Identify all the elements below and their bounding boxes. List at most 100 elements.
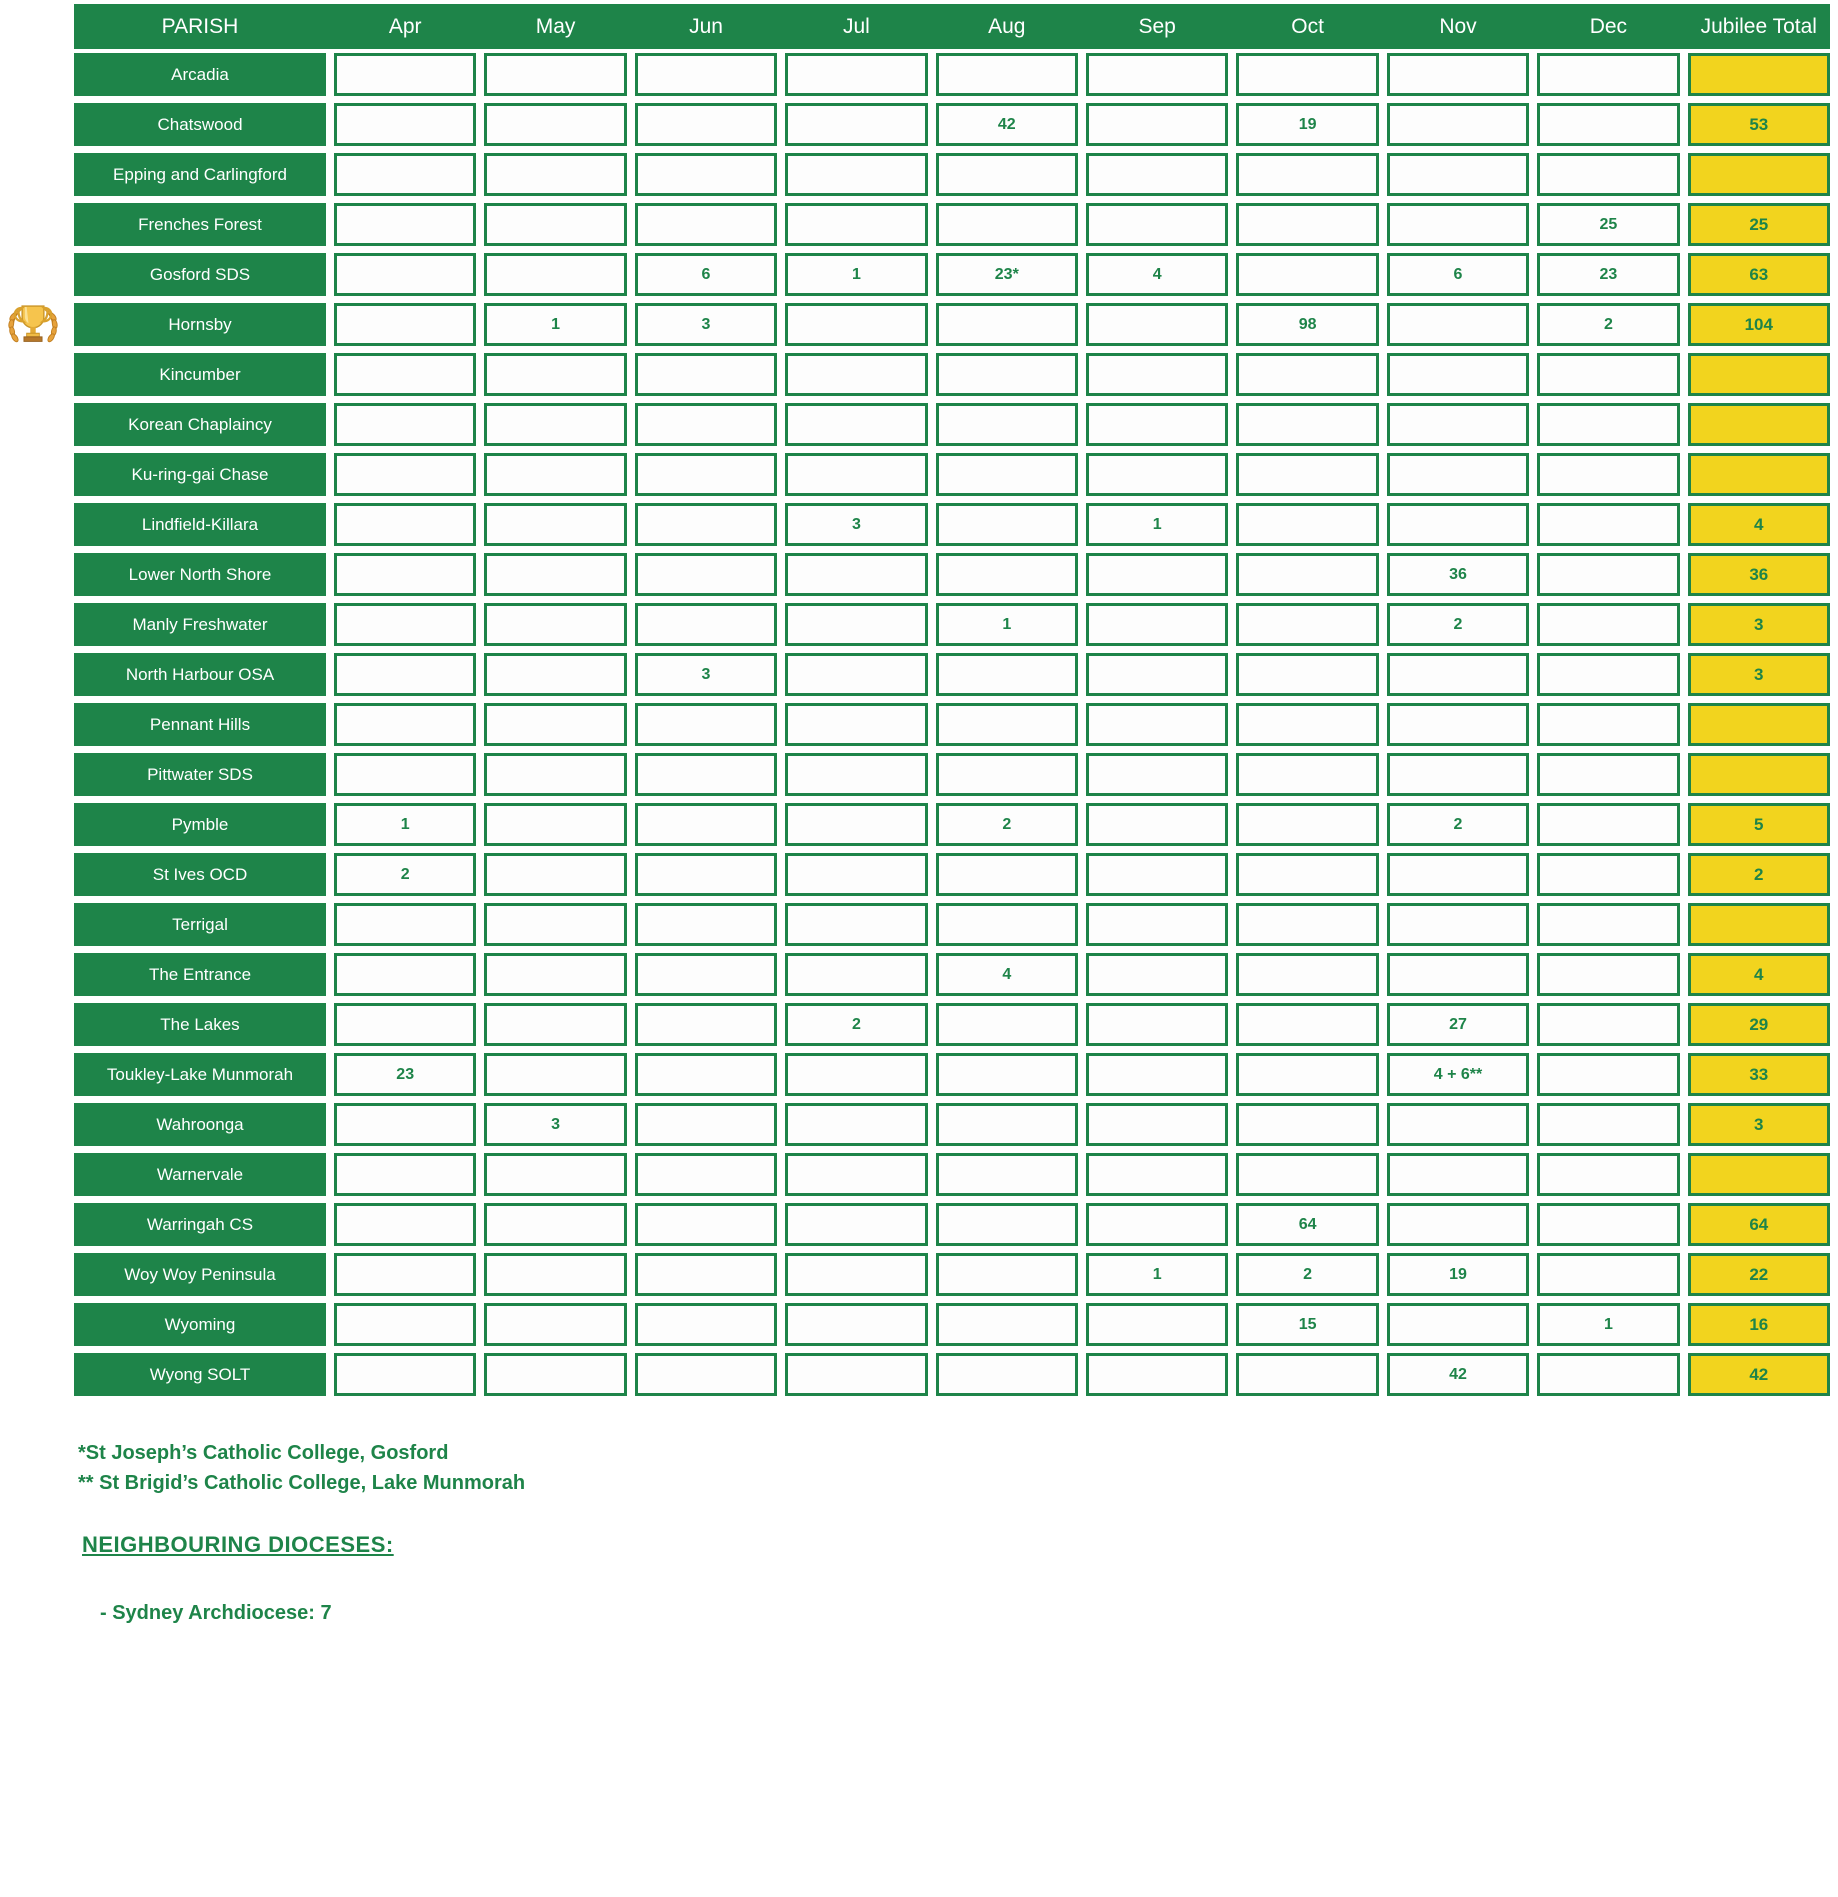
parish-label: Woy Woy Peninsula	[74, 1253, 326, 1296]
month-value-cell	[785, 1253, 928, 1296]
month-value-cell	[785, 1103, 928, 1146]
parish-label: Lindfield-Killara	[74, 503, 326, 546]
month-value-cell: 6	[1386, 253, 1530, 296]
table-row: Arcadia	[74, 53, 1830, 96]
month-value-cell	[1386, 53, 1530, 96]
month-value-cell	[484, 1203, 627, 1246]
month-value-cell	[1085, 203, 1229, 246]
month-value-cell	[935, 553, 1078, 596]
jubilee-total-cell: 104	[1687, 303, 1830, 346]
month-value-cell	[634, 103, 778, 146]
month-value-cell: 1	[935, 603, 1078, 646]
month-value-cell	[785, 703, 928, 746]
month-value-cell: 3	[785, 503, 928, 546]
month-value-cell	[484, 403, 627, 446]
month-value-cell	[1085, 403, 1229, 446]
jubilee-total-cell	[1687, 703, 1830, 746]
month-value-cell: 2	[935, 803, 1078, 846]
jubilee-total-cell: 4	[1687, 953, 1830, 996]
jubilee-total-cell: 36	[1687, 553, 1830, 596]
parish-label: Toukley-Lake Munmorah	[74, 1053, 326, 1096]
month-value-cell	[634, 353, 778, 396]
month-value-cell	[1085, 1103, 1229, 1146]
month-value-cell	[484, 503, 627, 546]
month-value-cell	[1236, 953, 1379, 996]
month-value-cell	[334, 503, 477, 546]
month-value-cell	[1085, 953, 1229, 996]
month-value-cell	[1085, 553, 1229, 596]
table-row: Hornsby 1 3 98 2 104	[8, 303, 1830, 346]
month-value-cell	[484, 1153, 627, 1196]
month-value-cell: 42	[935, 103, 1078, 146]
table-row: North Harbour OSA 3 3	[74, 653, 1830, 696]
table-row: The Lakes 2 27 29	[74, 1003, 1830, 1046]
column-header: Nov	[1439, 14, 1477, 38]
month-value-cell	[484, 153, 627, 196]
month-value-cell	[484, 903, 627, 946]
month-value-cell	[1236, 453, 1379, 496]
month-value-cell	[785, 1203, 928, 1246]
month-value-cell	[1236, 1053, 1379, 1096]
month-value-cell	[935, 303, 1078, 346]
month-value-cell	[484, 803, 627, 846]
table-row: Gosford SDS 6 1 23* 4 6 23 63	[74, 253, 1830, 296]
table-row: Lower North Shore 36 36	[74, 553, 1830, 596]
month-value-cell	[484, 53, 627, 96]
month-value-cell	[334, 703, 477, 746]
month-value-cell	[785, 203, 928, 246]
month-value-cell: 4 + 6**	[1386, 1053, 1530, 1096]
month-value-cell	[1537, 803, 1680, 846]
month-value-cell	[334, 753, 477, 796]
month-value-cell	[1537, 1103, 1680, 1146]
month-value-cell	[1386, 1203, 1530, 1246]
month-value-cell	[334, 303, 477, 346]
parish-label: Ku-ring-gai Chase	[74, 453, 326, 496]
month-value-cell	[935, 453, 1078, 496]
month-value-cell	[785, 1153, 928, 1196]
month-value-cell	[785, 153, 928, 196]
month-value-cell	[1386, 853, 1530, 896]
column-header-parish: PARISH	[161, 14, 239, 38]
parish-label: Wyoming	[74, 1303, 326, 1346]
jubilee-total-cell: 3	[1687, 653, 1830, 696]
month-value-cell	[334, 1103, 477, 1146]
month-value-cell	[484, 1303, 627, 1346]
month-value-cell	[334, 353, 477, 396]
month-value-cell	[1537, 1253, 1680, 1296]
month-value-cell	[334, 1253, 477, 1296]
month-value-cell	[334, 553, 477, 596]
month-value-cell	[935, 53, 1078, 96]
table-row: Toukley-Lake Munmorah 23 4 + 6** 33	[74, 1053, 1830, 1096]
month-value-cell	[785, 603, 928, 646]
sydney-archdiocese-item: - Sydney Archdiocese: 7	[100, 1602, 332, 1624]
month-value-cell	[1537, 703, 1680, 746]
month-value-cell	[935, 1203, 1078, 1246]
month-value-cell	[634, 1153, 778, 1196]
table-row: The Entrance 4 4	[74, 953, 1830, 996]
month-value-cell	[785, 803, 928, 846]
month-value-cell	[935, 1103, 1078, 1146]
month-value-cell	[1085, 1303, 1229, 1346]
month-value-cell: 23	[1537, 253, 1680, 296]
month-value-cell	[1537, 653, 1680, 696]
month-value-cell	[1236, 353, 1379, 396]
month-value-cell	[1386, 353, 1530, 396]
jubilee-total-cell	[1687, 453, 1830, 496]
month-value-cell	[634, 753, 778, 796]
table-row: Warnervale	[74, 1153, 1830, 1196]
month-value-cell: 2	[1537, 303, 1680, 346]
month-value-cell	[1085, 1003, 1229, 1046]
month-value-cell	[634, 703, 778, 746]
jubilee-total-cell: 5	[1687, 803, 1830, 846]
month-value-cell	[1537, 53, 1680, 96]
column-header: Jun	[689, 14, 723, 38]
month-value-cell	[935, 353, 1078, 396]
month-value-cell	[634, 603, 778, 646]
column-header: Jubilee Total	[1700, 14, 1817, 38]
month-value-cell	[785, 753, 928, 796]
month-value-cell: 23	[334, 1053, 477, 1096]
month-value-cell	[1537, 853, 1680, 896]
month-value-cell	[1085, 803, 1229, 846]
jubilee-total-cell: 64	[1687, 1203, 1830, 1246]
table-row: Wyong SOLT 42 42	[74, 1353, 1830, 1396]
